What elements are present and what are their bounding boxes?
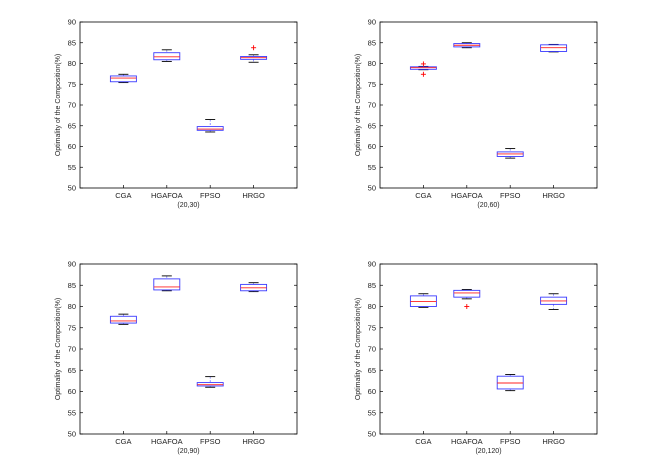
panel-subtitle: (20,60) [477, 202, 499, 209]
box-hrgo [240, 45, 268, 63]
x-tick-label-hrgo: HRGO [242, 191, 265, 200]
y-tick-label: 70 [68, 101, 76, 110]
x-tick-label-fpso: FPSO [200, 437, 221, 446]
y-tick-label: 70 [68, 345, 76, 354]
x-tick-label-hgafoa: HGAFOA [151, 191, 183, 200]
box-hrgo [540, 43, 568, 53]
iqr-box [196, 126, 224, 131]
box-hgafoa [153, 49, 181, 62]
box-fpso [196, 119, 224, 133]
y-tick-label: 80 [368, 59, 376, 68]
x-tick-label-fpso: FPSO [500, 437, 521, 446]
y-tick-label: 75 [368, 323, 376, 332]
y-tick-label: 70 [368, 345, 376, 354]
y-axis-label: Optimality of the Composition(%) [355, 298, 362, 400]
plot-frame [379, 263, 598, 435]
y-tick-label: 90 [368, 260, 376, 269]
iqr-box [153, 278, 181, 291]
outlier-marker [420, 61, 426, 67]
box-cga [409, 293, 437, 308]
x-tick-label-hgafoa: HGAFOA [451, 191, 483, 200]
x-tick-label-cga: CGA [415, 191, 431, 200]
y-tick-label: 55 [68, 163, 76, 172]
y-tick-label: 80 [68, 59, 76, 68]
panel-subtitle: (20,120) [475, 448, 501, 455]
y-tick-label: 80 [68, 302, 76, 311]
y-tick-label: 65 [68, 366, 76, 375]
box-hgafoa [153, 275, 181, 292]
y-tick-label: 80 [368, 302, 376, 311]
y-tick-label: 85 [68, 281, 76, 290]
y-tick-label: 60 [368, 387, 376, 396]
x-tick-label-hrgo: HRGO [542, 437, 565, 446]
y-tick-label: 75 [68, 323, 76, 332]
box-cga [409, 61, 437, 77]
y-tick-label: 90 [368, 18, 376, 27]
y-tick-label: 50 [68, 184, 76, 193]
y-tick-label: 85 [68, 38, 76, 47]
y-tick-label: 65 [368, 366, 376, 375]
y-axis-label: Optimality of the Composition(%) [355, 54, 362, 156]
iqr-box [109, 315, 137, 324]
x-tick-label-fpso: FPSO [200, 191, 221, 200]
box-hrgo [240, 282, 268, 293]
box-fpso [196, 376, 224, 388]
plot-frame [79, 21, 298, 189]
y-tick-label: 75 [68, 80, 76, 89]
panel-subtitle: (20,30) [177, 202, 199, 209]
y-tick-label: 75 [368, 80, 376, 89]
x-tick-label-cga: CGA [115, 191, 131, 200]
y-tick-label: 50 [368, 184, 376, 193]
plot-frame [379, 21, 598, 189]
outlier-marker [251, 45, 257, 51]
y-tick-label: 85 [368, 38, 376, 47]
iqr-box [453, 289, 481, 298]
outlier-marker [420, 71, 426, 77]
box-cga [109, 73, 137, 84]
y-tick-label: 55 [368, 408, 376, 417]
x-tick-label-cga: CGA [115, 437, 131, 446]
y-tick-label: 70 [368, 101, 376, 110]
box-fpso [496, 148, 524, 159]
x-tick-label-cga: CGA [415, 437, 431, 446]
box-hgafoa [453, 42, 481, 49]
y-tick-label: 50 [68, 430, 76, 439]
box-cga [109, 313, 137, 325]
y-tick-label: 65 [368, 121, 376, 130]
box-fpso [496, 374, 524, 392]
box-hrgo [540, 293, 568, 310]
y-tick-label: 50 [368, 430, 376, 439]
plot-frame [79, 263, 298, 435]
boxplot-panel-4: 50 55 60 65 70 75 80 85 90 Optimality of the Comp… [355, 260, 598, 455]
y-tick-label: 55 [68, 408, 76, 417]
boxplot-panel-2: 50 55 60 65 70 75 80 85 90 Optimality of the Comp… [355, 18, 598, 209]
y-tick-label: 90 [68, 18, 76, 27]
outlier-marker [464, 304, 470, 309]
y-tick-label: 60 [368, 142, 376, 151]
y-tick-label: 85 [368, 281, 376, 290]
x-tick-label-hrgo: HRGO [542, 191, 565, 200]
panel-subtitle: (20,90) [177, 448, 199, 455]
y-tick-label: 60 [68, 387, 76, 396]
y-tick-label: 65 [68, 121, 76, 130]
x-tick-label-hrgo: HRGO [242, 437, 265, 446]
y-tick-label: 55 [368, 163, 376, 172]
y-tick-label: 60 [68, 142, 76, 151]
boxplot-panel-1: 50 55 60 65 70 75 80 85 90 Optimality of the Comp… [55, 18, 298, 209]
x-tick-label-hgafoa: HGAFOA [151, 437, 183, 446]
box-hgafoa [453, 289, 481, 309]
y-axis-label: Optimality of the Composition(%) [55, 54, 62, 156]
y-tick-label: 90 [68, 260, 76, 269]
x-tick-label-fpso: FPSO [500, 191, 521, 200]
iqr-box [153, 52, 181, 61]
y-axis-label: Optimality of the Composition(%) [55, 298, 62, 400]
boxplot-panel-3: 50 55 60 65 70 75 80 85 90 Optimality of the Comp… [55, 260, 298, 455]
x-tick-label-hgafoa: HGAFOA [451, 437, 483, 446]
iqr-box [109, 75, 137, 83]
